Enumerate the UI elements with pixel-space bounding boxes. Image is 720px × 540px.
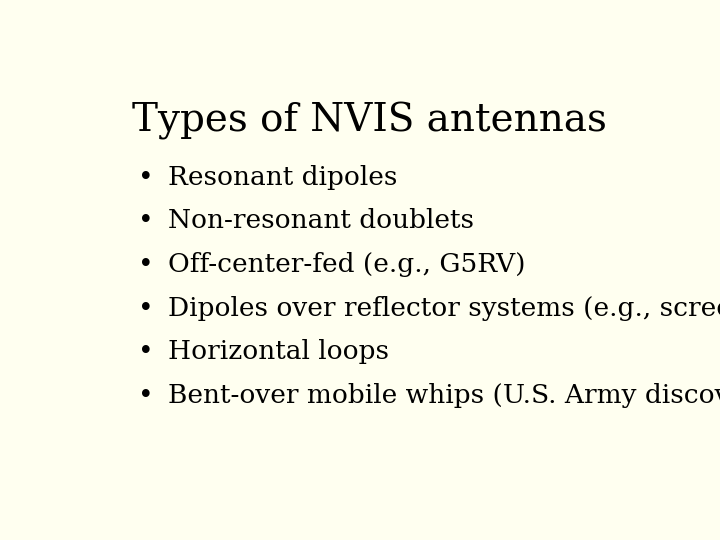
Text: Dipoles over reflector systems (e.g., screens): Dipoles over reflector systems (e.g., sc… — [168, 295, 720, 321]
Text: •: • — [138, 165, 153, 190]
Text: •: • — [138, 295, 153, 321]
Text: Off-center-fed (e.g., G5RV): Off-center-fed (e.g., G5RV) — [168, 252, 526, 277]
Text: Bent-over mobile whips (U.S. Army discovery): Bent-over mobile whips (U.S. Army discov… — [168, 383, 720, 408]
Text: •: • — [138, 252, 153, 277]
Text: Non-resonant doublets: Non-resonant doublets — [168, 208, 474, 233]
Text: •: • — [138, 339, 153, 364]
Text: Types of NVIS antennas: Types of NVIS antennas — [132, 102, 606, 140]
Text: Horizontal loops: Horizontal loops — [168, 339, 389, 364]
Text: Resonant dipoles: Resonant dipoles — [168, 165, 397, 190]
Text: •: • — [138, 208, 153, 233]
Text: •: • — [138, 383, 153, 408]
